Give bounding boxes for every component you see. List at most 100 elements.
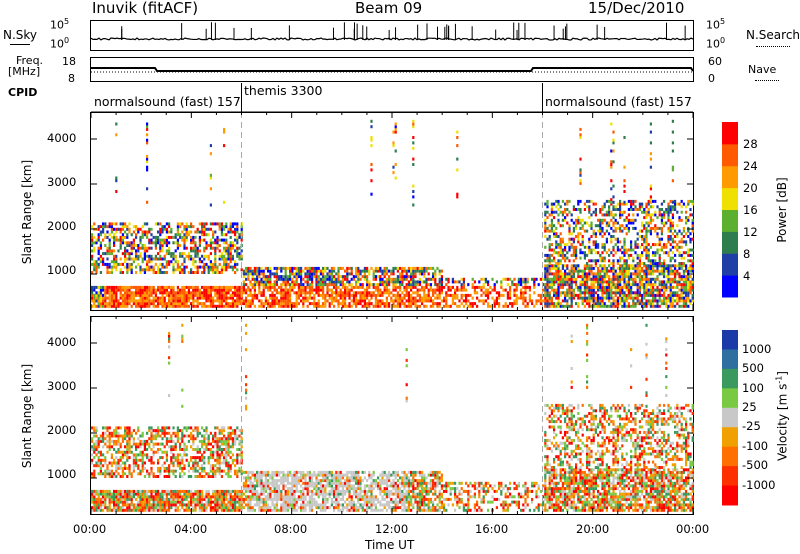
power-cell	[196, 285, 199, 289]
power-cell	[414, 299, 417, 303]
power-cell	[482, 277, 485, 281]
velocity-cell	[146, 492, 149, 496]
power-cell	[269, 272, 272, 276]
power-cell	[253, 280, 256, 284]
power-cell	[271, 283, 274, 287]
velocity-cell	[124, 464, 127, 468]
velocity-cell	[106, 466, 109, 470]
power-cell	[113, 262, 116, 266]
velocity-cell	[119, 475, 122, 478]
velocity-cell	[132, 503, 135, 507]
power-cell	[245, 302, 248, 306]
power-cell	[113, 227, 116, 231]
power-cell	[355, 291, 358, 295]
power-cell	[322, 293, 325, 297]
power-cell	[238, 257, 241, 261]
velocity-cell	[91, 508, 94, 512]
power-cell	[597, 285, 600, 289]
power-cell	[93, 296, 96, 300]
power-cell	[559, 302, 562, 306]
power-cell	[300, 293, 303, 297]
power-cell	[190, 235, 193, 239]
power-cell	[245, 291, 248, 295]
power-cell	[399, 283, 402, 287]
power-cell	[663, 199, 666, 203]
power-cell	[641, 251, 644, 255]
power-cell	[581, 299, 584, 303]
power-cb-tick-4: 4	[743, 269, 751, 283]
power-cell	[128, 241, 131, 245]
power-cell	[238, 233, 241, 237]
velocity-cell	[152, 508, 155, 512]
power-cell	[240, 257, 243, 261]
power-cell	[337, 291, 340, 295]
power-cell	[121, 225, 124, 229]
velocity-cell	[179, 500, 182, 504]
power-cell	[95, 268, 98, 272]
power-cell	[170, 304, 173, 308]
power-cell	[212, 288, 215, 292]
power-cell	[357, 277, 360, 281]
power-cell	[658, 291, 661, 295]
power-cell	[99, 241, 102, 245]
power-cell	[438, 302, 441, 306]
power-cell	[225, 268, 228, 272]
power-cell	[399, 288, 402, 292]
power-cell	[597, 251, 600, 255]
power-cell	[581, 218, 584, 222]
power-cell	[297, 272, 300, 276]
power-cell	[603, 269, 606, 273]
power-cell	[671, 216, 674, 220]
power-cell	[102, 302, 105, 306]
power-cell	[379, 266, 382, 270]
power-cell	[643, 288, 646, 292]
power-cell	[546, 259, 549, 263]
power-cell	[678, 218, 681, 222]
power-cell	[522, 277, 525, 281]
power-cell	[568, 245, 571, 249]
power-cell	[674, 275, 677, 279]
power-cell	[172, 291, 175, 295]
power-cell	[682, 283, 685, 287]
power-cell	[612, 253, 615, 257]
power-cell	[643, 208, 646, 211]
power-cell	[638, 288, 641, 292]
power-cb-tick-16: 16	[743, 203, 758, 217]
power-cell	[335, 296, 338, 300]
power-cell	[555, 269, 558, 273]
power-cell	[616, 304, 619, 308]
power-cell	[410, 266, 413, 270]
power-cell	[196, 299, 199, 303]
power-cell	[93, 268, 96, 272]
power-cell	[548, 302, 551, 306]
power-cell	[344, 304, 347, 308]
power-cell	[198, 222, 201, 226]
power-cell	[634, 283, 637, 287]
power-cell	[667, 277, 670, 281]
power-cell	[300, 291, 303, 295]
power-cell	[632, 272, 635, 276]
power-cell	[656, 243, 659, 247]
power-cell	[291, 302, 294, 306]
power-cell	[625, 266, 628, 270]
power-cell	[121, 227, 124, 231]
power-cell	[203, 271, 206, 274]
velocity-cell	[152, 453, 155, 457]
power-cell	[203, 227, 206, 231]
power-cell	[669, 221, 672, 225]
power-cell	[575, 224, 578, 228]
power-cell	[401, 296, 404, 300]
power-cell	[656, 266, 659, 270]
power-cell	[368, 304, 371, 308]
power-cell	[346, 291, 349, 295]
power-cell	[630, 272, 633, 276]
power-cell	[671, 245, 674, 249]
velocity-cell	[161, 497, 164, 501]
power-cell	[300, 269, 303, 273]
power-cell	[548, 235, 551, 238]
power-cell	[97, 227, 100, 231]
power-cell	[95, 265, 98, 269]
power-cell	[671, 149, 674, 153]
power-cell	[150, 233, 153, 237]
power-cell	[429, 266, 432, 270]
